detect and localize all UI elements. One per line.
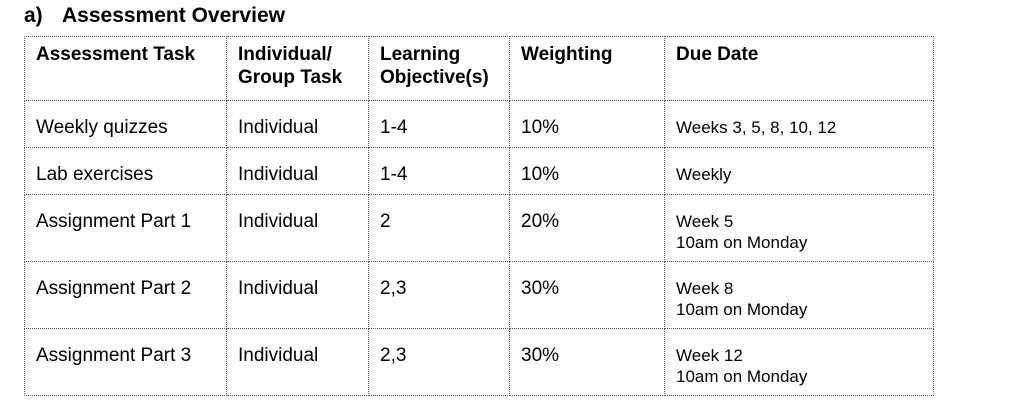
cell-weighting: 30% — [509, 328, 665, 396]
cell-due-date: Weekly — [664, 147, 934, 195]
cell-due-date: Weeks 3, 5, 8, 10, 12 — [664, 100, 934, 148]
header-weighting: Weighting — [509, 36, 665, 101]
cell-type: Individual — [226, 100, 369, 148]
cell-objectives: 2 — [368, 194, 510, 262]
cell-task: Assignment Part 1 — [24, 194, 227, 262]
header-learning-objectives: Learning Objective(s) — [368, 36, 510, 101]
cell-due-date: Week 12 10am on Monday — [664, 328, 934, 396]
cell-objectives: 1-4 — [368, 100, 510, 148]
header-individual-group: Individual/ Group Task — [226, 36, 369, 101]
cell-due-date: Week 5 10am on Monday — [664, 194, 934, 262]
header-row: Assessment Task Individual/ Group Task L… — [24, 36, 934, 101]
cell-objectives: 1-4 — [368, 147, 510, 195]
cell-type: Individual — [226, 261, 369, 329]
header-assessment-task: Assessment Task — [24, 36, 227, 101]
cell-weighting: 20% — [509, 194, 665, 262]
cell-objectives: 2,3 — [368, 328, 510, 396]
table-row: Lab exercises Individual 1-4 10% Weekly — [24, 147, 934, 195]
table-row: Weekly quizzes Individual 1-4 10% Weeks … — [24, 100, 934, 148]
section-heading: a) Assessment Overview — [24, 4, 285, 28]
cell-weighting: 10% — [509, 100, 665, 148]
assessment-table: Assessment Task Individual/ Group Task L… — [24, 36, 934, 396]
cell-type: Individual — [226, 328, 369, 396]
section-title: Assessment Overview — [62, 4, 285, 27]
cell-task: Weekly quizzes — [24, 100, 227, 148]
cell-type: Individual — [226, 147, 369, 195]
cell-weighting: 10% — [509, 147, 665, 195]
cell-weighting: 30% — [509, 261, 665, 329]
cell-task: Assignment Part 2 — [24, 261, 227, 329]
section-letter: a) — [24, 4, 43, 27]
cell-due-date: Week 8 10am on Monday — [664, 261, 934, 329]
cell-task: Assignment Part 3 — [24, 328, 227, 396]
header-due-date: Due Date — [664, 36, 934, 101]
cell-type: Individual — [226, 194, 369, 262]
table-row: Assignment Part 2 Individual 2,3 30% Wee… — [24, 261, 934, 329]
table-row: Assignment Part 1 Individual 2 20% Week … — [24, 194, 934, 262]
cell-task: Lab exercises — [24, 147, 227, 195]
cell-objectives: 2,3 — [368, 261, 510, 329]
table-row: Assignment Part 3 Individual 2,3 30% Wee… — [24, 328, 934, 396]
